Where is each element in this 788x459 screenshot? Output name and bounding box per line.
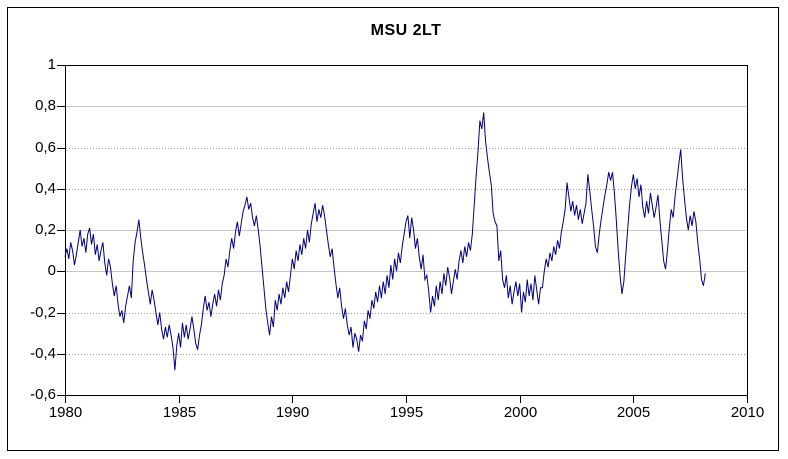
y-tick-label: -0,2 (30, 304, 56, 321)
x-tick-label: 2000 (503, 404, 538, 421)
y-tick-label: 0,4 (35, 180, 56, 197)
chart-title: MSU 2LT (370, 22, 442, 39)
y-tick-label: -0,4 (30, 345, 56, 362)
y-tick-label: -0,6 (30, 386, 56, 403)
x-tick-label: 1980 (48, 404, 83, 421)
y-tick-label: 0,2 (35, 221, 56, 238)
x-tick-label: 1985 (162, 404, 197, 421)
y-tick-label: 0,8 (35, 97, 56, 114)
y-tick-label: 1 (47, 56, 56, 73)
x-tick-label: 2010 (730, 404, 765, 421)
y-tick-label: 0,6 (35, 139, 56, 156)
x-tick-label: 1990 (275, 404, 310, 421)
temperature-series-line (64, 112, 706, 371)
x-tick-label: 1995 (389, 404, 424, 421)
x-tick-label: 2005 (616, 404, 651, 421)
outer-border (7, 7, 779, 451)
y-tick-label: 0 (47, 262, 56, 279)
